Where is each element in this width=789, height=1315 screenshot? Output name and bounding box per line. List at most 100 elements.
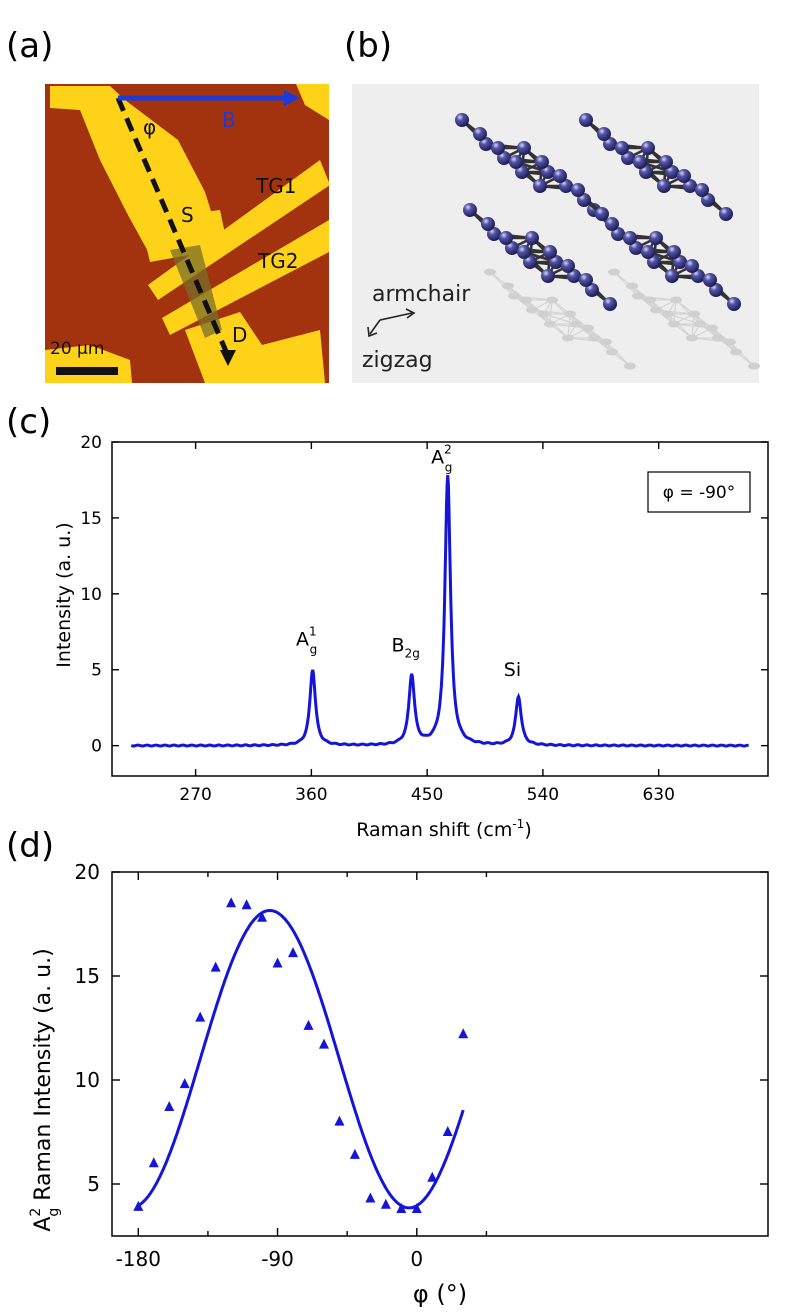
bond xyxy=(507,285,533,311)
x-tick-label: 540 xyxy=(527,785,559,805)
phi-label: φ xyxy=(143,115,156,139)
bond xyxy=(605,341,631,367)
bond xyxy=(711,327,737,353)
measurement-axis xyxy=(115,97,231,357)
atom xyxy=(641,141,655,155)
data-point xyxy=(179,1078,190,1089)
data-point xyxy=(318,1038,329,1049)
atom-shadow xyxy=(544,320,556,328)
source-label: S xyxy=(181,203,194,227)
atom xyxy=(481,217,495,231)
atom xyxy=(595,207,609,221)
bond xyxy=(691,337,731,343)
data-point xyxy=(365,1192,376,1203)
atom xyxy=(579,273,593,287)
armchair-label: armchair xyxy=(372,282,471,307)
bond xyxy=(613,271,639,297)
bond xyxy=(667,313,693,339)
atom-shadow xyxy=(706,324,718,332)
atom-shadow xyxy=(520,296,532,304)
x-tick-label: 0 xyxy=(410,1247,423,1271)
data-point xyxy=(257,911,268,922)
data-point xyxy=(241,899,252,910)
peak-label: A1 g xyxy=(296,624,317,656)
bond xyxy=(543,313,569,339)
atom xyxy=(605,217,619,231)
lower-lattice-layer xyxy=(463,203,741,311)
x-tick-label: -180 xyxy=(116,1247,161,1271)
data-point xyxy=(272,957,283,968)
drain-label: D xyxy=(232,323,247,347)
panel-letter-c: (c) xyxy=(6,402,52,442)
data-point xyxy=(349,1148,360,1159)
atom xyxy=(597,127,611,141)
x-tick-label: 270 xyxy=(179,785,211,805)
atom xyxy=(603,297,617,311)
atom-shadow xyxy=(688,310,700,318)
peak-label: B2g xyxy=(392,635,420,661)
x-tick-label: 360 xyxy=(295,785,327,805)
bond xyxy=(637,295,677,301)
raman-spectrum-chart: 270 360 450 540 630 0 5 10 15 20 A1 g B2g A2 g Si φ = … xyxy=(53,433,769,841)
y-tick-label: 10 xyxy=(75,1068,100,1092)
zigzag-label: zigzag xyxy=(362,348,433,373)
data-point xyxy=(380,1198,391,1209)
atom-shadow xyxy=(564,310,576,318)
atom-shadow xyxy=(686,334,698,342)
fit-curve xyxy=(137,908,465,1210)
atom-shadow xyxy=(582,324,594,332)
atom xyxy=(657,179,671,193)
y-tick-label: 15 xyxy=(80,509,102,529)
direction-arrows xyxy=(367,308,416,338)
atom xyxy=(525,231,539,245)
atom xyxy=(685,259,699,273)
lattice-shadow xyxy=(484,268,760,370)
atom xyxy=(695,183,709,197)
atom xyxy=(633,155,647,169)
atom xyxy=(463,203,477,217)
scale-label: 20 μm xyxy=(50,339,104,359)
atom xyxy=(517,141,531,155)
bond xyxy=(569,313,595,339)
atom xyxy=(499,231,513,245)
atom-shadow xyxy=(650,306,662,314)
tg2-label: TG2 xyxy=(257,249,298,273)
bond xyxy=(543,313,577,325)
atom-shadow xyxy=(730,348,742,356)
atom xyxy=(517,245,531,259)
atom xyxy=(703,273,717,287)
x-tick-label: 630 xyxy=(642,785,674,805)
y-tick-label: 20 xyxy=(80,433,102,453)
plot-frame xyxy=(111,441,769,777)
peak-label: Si xyxy=(504,659,521,681)
atom xyxy=(667,245,681,259)
panel-letter-d: (d) xyxy=(6,826,55,866)
lattice-illustration: armchair zigzag xyxy=(352,84,760,383)
atom-shadow xyxy=(624,362,636,370)
data-point xyxy=(442,1126,453,1136)
atom-shadow xyxy=(508,292,520,300)
atom xyxy=(579,113,593,127)
bond xyxy=(631,285,657,311)
atom-shadow xyxy=(570,320,582,328)
x-axis-label: Raman shift (cm-1) xyxy=(356,817,531,841)
y-axis-label: A2 g Raman Intensity (a. u.) xyxy=(28,948,62,1231)
device-micrograph: φ B TG1 TG2 S D 20 μm xyxy=(45,84,330,383)
bond xyxy=(567,337,607,343)
atom xyxy=(623,231,637,245)
data-point xyxy=(148,1157,159,1168)
atom xyxy=(541,269,555,283)
atom xyxy=(719,207,733,221)
atom-shadow xyxy=(606,348,618,356)
atom-shadow xyxy=(538,310,550,318)
atom xyxy=(659,155,673,169)
y-tick-label: 5 xyxy=(87,1172,100,1196)
atom-shadow xyxy=(668,320,680,328)
atom xyxy=(491,141,505,155)
atom xyxy=(615,141,629,155)
atom xyxy=(509,155,523,169)
y-tick-label: 5 xyxy=(91,661,102,681)
data-point xyxy=(133,1200,144,1211)
field-arrowhead xyxy=(284,90,300,106)
